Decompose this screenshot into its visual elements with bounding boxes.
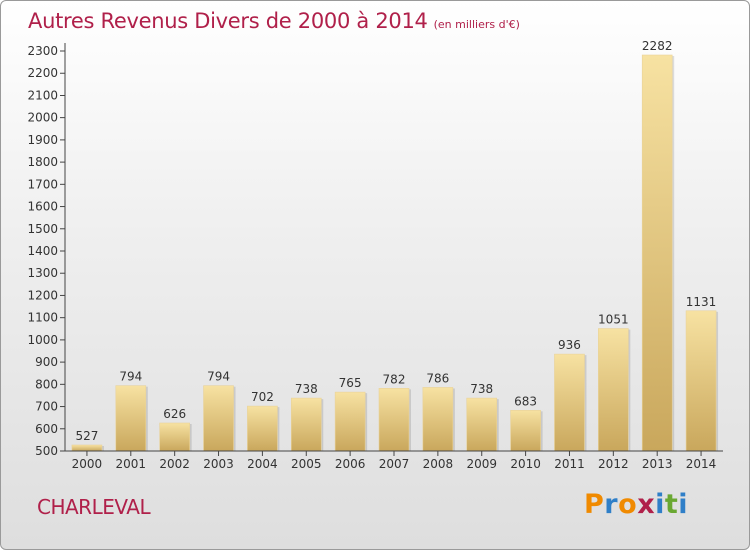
chart-title-unit: (en milliers d'€) — [433, 18, 520, 31]
proxiti-logo: Proxiti — [584, 489, 688, 520]
bar — [334, 391, 366, 452]
bar — [115, 385, 147, 452]
y-tick-label: 2300 — [27, 44, 58, 58]
x-tick-label: 2013 — [642, 457, 673, 471]
bar — [290, 397, 322, 452]
x-tick-label: 2010 — [510, 457, 541, 471]
bar — [641, 54, 673, 452]
bar-value-label: 794 — [119, 370, 142, 384]
bar-value-label: 738 — [470, 382, 493, 396]
x-tick-label: 2012 — [598, 457, 629, 471]
chart-title: Autres Revenus Divers de 2000 à 2014 (en … — [28, 9, 520, 33]
bar-value-label: 936 — [558, 338, 581, 352]
bar — [203, 385, 234, 452]
bar-value-label: 527 — [75, 429, 98, 443]
bar — [247, 405, 278, 452]
bar — [71, 444, 103, 452]
bar-value-label: 782 — [383, 372, 406, 386]
bar-value-label: 794 — [207, 370, 230, 384]
y-tick-label: 1700 — [27, 177, 58, 191]
bar-value-label: 683 — [514, 394, 537, 408]
bar — [466, 397, 498, 452]
y-tick-label: 2000 — [27, 111, 58, 125]
y-tick-label: 800 — [35, 377, 58, 391]
x-tick-label: 2008 — [423, 457, 454, 471]
y-tick-label: 2100 — [27, 88, 58, 102]
x-tick-label: 2002 — [159, 457, 190, 471]
chart-title-text: Autres Revenus Divers de 2000 à 2014 — [28, 9, 428, 33]
x-tick-label: 2004 — [247, 457, 278, 471]
logo-letter: P — [584, 489, 605, 520]
bar-value-label: 738 — [295, 382, 318, 396]
y-tick-label: 900 — [35, 355, 58, 369]
y-tick-label: 1200 — [27, 288, 58, 302]
bar — [159, 422, 190, 452]
y-tick-label: 1300 — [27, 266, 58, 280]
bar — [598, 328, 629, 452]
y-tick-label: 1400 — [27, 244, 58, 258]
bar-value-label: 2282 — [642, 39, 673, 53]
x-tick-label: 2001 — [116, 457, 147, 471]
x-tick-label: 2005 — [291, 457, 322, 471]
logo-letter: x — [637, 489, 656, 520]
logo-letter: t — [664, 489, 679, 520]
y-tick-label: 1900 — [27, 133, 58, 147]
bar — [685, 310, 717, 452]
bar-value-label: 1051 — [598, 313, 629, 327]
x-tick-label: 2006 — [335, 457, 366, 471]
x-tick-label: 2007 — [379, 457, 410, 471]
bar-value-label: 765 — [339, 376, 362, 390]
y-tick-label: 600 — [35, 422, 58, 436]
y-tick-label: 1800 — [27, 155, 58, 169]
bar — [378, 388, 410, 452]
x-tick-label: 2009 — [466, 457, 497, 471]
place-name: CHARLEVAL — [37, 495, 151, 519]
logo-letter: i — [655, 489, 665, 520]
y-tick-label: 1000 — [27, 333, 58, 347]
logo-letter: r — [604, 489, 619, 520]
logo-letter: i — [678, 489, 689, 520]
bar — [510, 410, 541, 452]
y-tick-label: 700 — [35, 400, 58, 414]
y-tick-label: 500 — [35, 444, 58, 458]
y-tick-label: 1100 — [27, 311, 58, 325]
x-tick-label: 2014 — [686, 457, 717, 471]
y-tick-label: 2200 — [27, 66, 58, 80]
x-tick-label: 2000 — [72, 457, 103, 471]
bar — [554, 353, 585, 452]
logo-letter: o — [618, 489, 638, 520]
bar-value-label: 786 — [426, 371, 449, 385]
bar-value-label: 702 — [251, 390, 274, 404]
x-tick-label: 2003 — [203, 457, 234, 471]
y-tick-label: 1500 — [27, 222, 58, 236]
x-tick-label: 2011 — [554, 457, 585, 471]
bar — [422, 387, 454, 452]
bar-value-label: 1131 — [686, 295, 717, 309]
y-tick-label: 1600 — [27, 200, 58, 214]
bar-value-label: 626 — [163, 407, 186, 421]
